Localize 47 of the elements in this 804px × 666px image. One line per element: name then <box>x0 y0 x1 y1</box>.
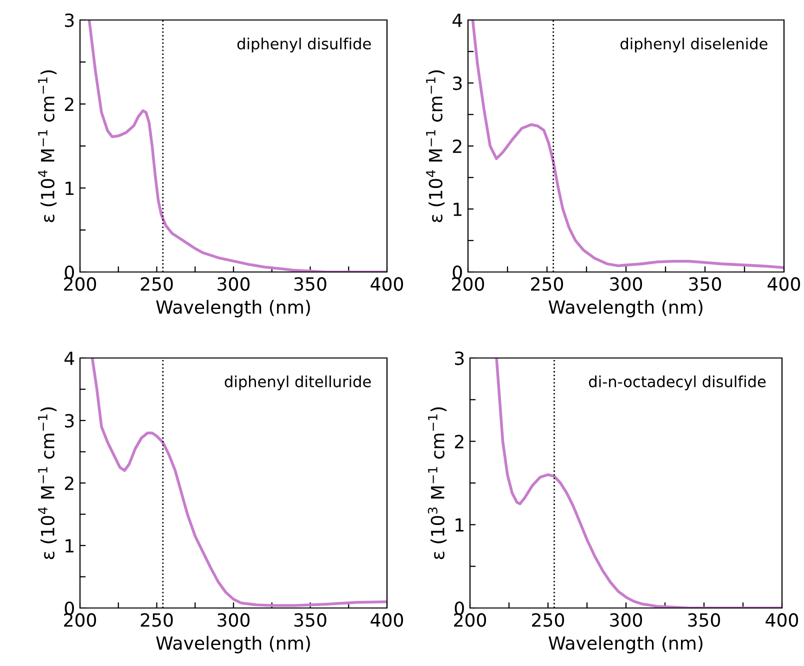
x-tick-label: 400 <box>370 613 404 627</box>
y-tick-label: 2 <box>64 97 74 111</box>
annotation: di-n-octadecyl disulfide <box>589 376 766 390</box>
annotation: diphenyl disulfide <box>237 38 371 52</box>
y-tick-label: 2 <box>454 434 464 448</box>
y-tick-label: 1 <box>456 518 464 532</box>
x-tick-label: 250 <box>531 277 564 291</box>
y-axis-title: ε (10$^{3}$ M$^{−1}$ cm$^{−1}$) <box>428 407 447 560</box>
x-tick-label: 350 <box>294 277 326 291</box>
y-tick-label: 2 <box>452 139 462 153</box>
y-tick-label: 1 <box>454 202 462 216</box>
x-tick-label: 350 <box>689 277 722 291</box>
x-axis-title: Wavelength (nm) <box>548 636 702 654</box>
x-tick-label: 300 <box>218 277 250 291</box>
x-axis-title: Wavelength (nm) <box>548 300 702 318</box>
x-tick-label: 300 <box>218 613 250 627</box>
y-axis-title: ε (10$^{4}$ M$^{−1}$ cm$^{−1}$) <box>38 407 57 560</box>
y-tick-label: 3 <box>65 13 74 28</box>
x-axis-title: Wavelength (nm) <box>156 300 310 318</box>
x-tick-label: 300 <box>610 277 642 291</box>
x-tick-label: 350 <box>688 613 720 627</box>
y-tick-label: 4 <box>64 352 74 365</box>
x-tick-label: 200 <box>452 277 484 291</box>
y-axis-title: ε (10$^{4}$ M$^{−1}$ cm$^{−1}$) <box>38 70 57 222</box>
y-tick-label: 3 <box>455 351 464 366</box>
x-tick-label: 250 <box>140 277 173 291</box>
y-tick-label: 3 <box>453 76 462 90</box>
line-series <box>471 20 784 269</box>
x-tick-label: 400 <box>768 277 800 291</box>
x-tick-label: 200 <box>454 613 486 627</box>
x-tick-label: 250 <box>140 613 173 627</box>
x-tick-label: 250 <box>532 613 564 627</box>
x-tick-label: 200 <box>64 277 96 291</box>
y-axis-title: ε (10$^{4}$ M$^{−1}$ cm$^{−1}$) <box>426 70 445 222</box>
y-tick-label: 4 <box>452 14 462 27</box>
x-tick-label: 350 <box>294 613 326 627</box>
x-tick-label: 200 <box>64 613 96 627</box>
y-tick-label: 1 <box>66 182 74 195</box>
y-tick-label: 1 <box>66 539 74 552</box>
x-tick-label: 400 <box>766 613 798 627</box>
y-tick-label: 2 <box>64 476 74 490</box>
x-tick-label: 300 <box>610 613 642 627</box>
x-axis-title: Wavelength (nm) <box>156 636 310 654</box>
annotation: diphenyl diselenide <box>620 38 768 52</box>
y-tick-label: 3 <box>65 414 74 428</box>
annotation: diphenyl ditelluride <box>224 376 371 390</box>
x-tick-label: 400 <box>370 277 404 291</box>
